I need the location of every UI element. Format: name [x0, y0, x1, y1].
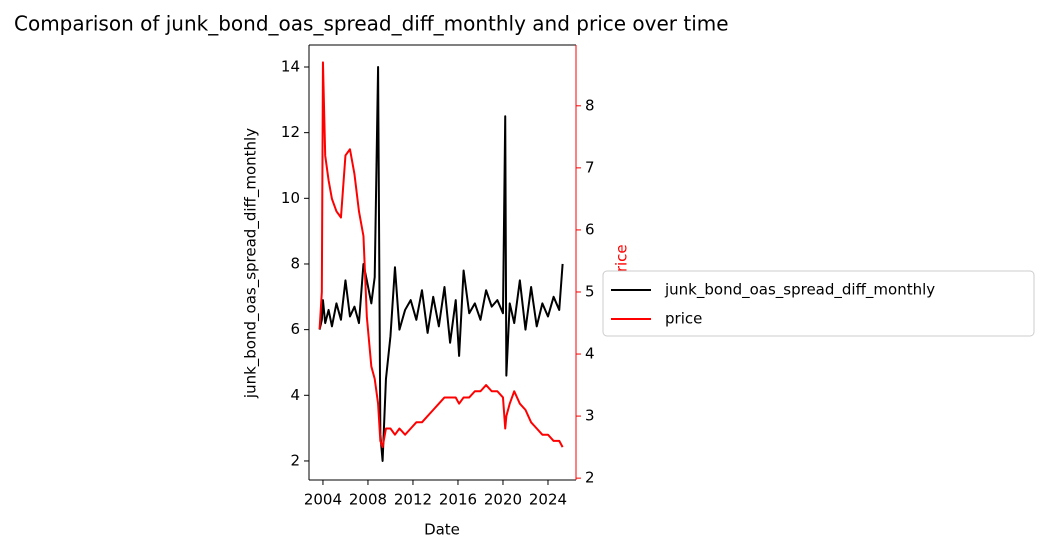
series-line: [318, 66, 564, 462]
x-tick-label: 2012: [394, 491, 432, 509]
y2-tick-label: 5: [585, 282, 595, 300]
x-tick-label: 2004: [304, 491, 342, 509]
y2-tick-label: 6: [585, 220, 595, 238]
x-tick-label: 2024: [529, 491, 567, 509]
chart-title: Comparison of junk_bond_oas_spread_diff_…: [14, 12, 729, 36]
legend-box: [602, 270, 1035, 337]
y-tick-label: 4: [290, 386, 300, 404]
y-tick-label: 2: [290, 451, 300, 469]
x-tick-label: 2016: [439, 491, 477, 509]
x-tick-label: 2008: [349, 491, 387, 509]
y-tick-label: 10: [281, 189, 300, 207]
y-tick-label: 14: [281, 57, 300, 75]
y2-tick-label: 8: [585, 96, 595, 114]
y-axis-label: junk_bond_oas_spread_diff_monthly: [242, 128, 261, 399]
legend-label: price: [665, 310, 702, 328]
y-tick-label: 8: [290, 254, 300, 272]
y2-tick-label: 7: [585, 158, 595, 176]
series-line: [318, 61, 564, 449]
y2-tick-label: 4: [585, 345, 595, 363]
y2-tick-label: 3: [585, 407, 595, 425]
y-tick-label: 6: [290, 320, 300, 338]
legend-label: junk_bond_oas_spread_diff_monthly: [664, 281, 935, 300]
x-tick-label: 2020: [484, 491, 522, 509]
x-axis-label: Date: [424, 521, 460, 539]
y-tick-label: 12: [281, 123, 300, 141]
y2-tick-label: 2: [585, 469, 595, 487]
